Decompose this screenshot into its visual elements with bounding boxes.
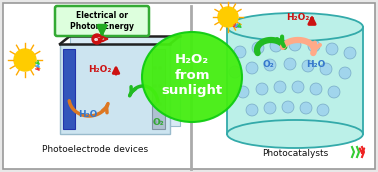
Bar [63,49,75,129]
Circle shape [246,62,258,74]
Circle shape [308,40,320,52]
Circle shape [153,67,156,69]
Text: Electrical or
Photon Energy: Electrical or Photon Energy [70,11,134,31]
Ellipse shape [227,13,363,41]
Circle shape [344,47,356,59]
Circle shape [326,43,338,55]
Circle shape [218,7,238,27]
Circle shape [256,83,268,95]
Circle shape [229,66,241,78]
FancyBboxPatch shape [3,3,375,169]
Circle shape [153,103,156,105]
Circle shape [302,60,314,72]
Circle shape [339,67,351,79]
Circle shape [92,34,102,44]
FancyBboxPatch shape [55,6,149,36]
Text: e⁻: e⁻ [93,36,101,41]
Text: H₂O₂: H₂O₂ [286,13,310,22]
Circle shape [270,40,282,52]
Circle shape [264,59,276,71]
Bar [60,44,170,134]
Circle shape [289,39,301,51]
Text: Photoelectrode devices: Photoelectrode devices [42,146,148,154]
Circle shape [153,121,156,123]
Circle shape [153,84,156,88]
Bar [70,36,180,126]
Circle shape [158,67,161,69]
Circle shape [158,121,161,123]
Circle shape [237,86,249,98]
Circle shape [292,81,304,93]
Text: H₂O₂
from
sunlight: H₂O₂ from sunlight [161,53,223,97]
Circle shape [282,101,294,113]
Circle shape [328,86,340,98]
Circle shape [300,102,312,114]
Circle shape [158,103,161,105]
Text: Photocatalysts: Photocatalysts [262,149,328,159]
Ellipse shape [227,120,363,148]
Circle shape [320,63,332,75]
Circle shape [264,102,276,114]
Circle shape [158,84,161,88]
Text: O₂: O₂ [262,60,274,68]
Text: O₂: O₂ [152,117,164,126]
Bar [152,49,165,129]
Circle shape [310,83,322,95]
Circle shape [14,49,36,71]
Text: H₂O₂: H₂O₂ [88,65,112,74]
Circle shape [284,58,296,70]
Circle shape [252,42,264,54]
Circle shape [274,81,286,93]
Text: H₂O: H₂O [78,110,98,119]
Circle shape [234,46,246,58]
Ellipse shape [142,32,242,122]
Circle shape [317,104,329,116]
Bar [227,27,363,134]
Circle shape [246,104,258,116]
Text: H₂O: H₂O [306,60,326,68]
